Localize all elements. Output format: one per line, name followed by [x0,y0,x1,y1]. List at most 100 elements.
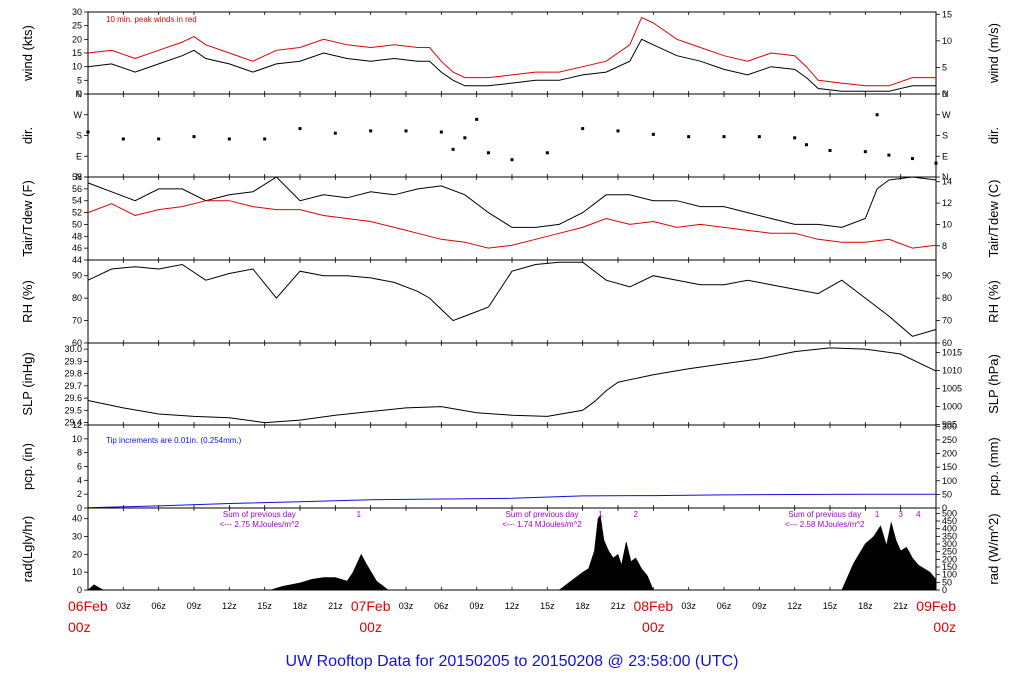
data-point [121,137,125,141]
panel-frame [87,342,937,426]
hour-label: 03z [399,601,414,611]
right-tick-label: 1000 [942,402,962,412]
data-point [910,157,914,161]
right-axis-label: pcp. (mm) [986,437,1001,496]
daily-sum-value: <--- 2.58 MJoules/m^2 [785,520,865,529]
data-point [616,129,620,133]
right-tick-label: 70 [942,316,952,326]
rad-marker: 2 [633,510,638,519]
daily-sum-value: <--- 1.74 MJoules/m^2 [502,520,582,529]
left-axis-label: rad(Lgly/hr) [20,516,35,582]
right-axis-label: Tair/Tdew (C) [986,179,1001,257]
data-point [333,131,337,135]
right-tick-label: 250 [942,435,957,445]
left-tick-label: 0 [77,585,82,595]
date-time-label: 00z [933,619,956,635]
series-line [87,347,937,424]
data-point [263,137,267,141]
daily-sum-label: Sum of previous day [788,510,861,519]
rad-marker: 1 [357,510,362,519]
right-tick-label: 50 [942,577,952,587]
right-tick-label: 10 [942,36,952,46]
hour-label: 12z [505,601,520,611]
right-axis-label: rad (W/m^2) [986,513,1001,584]
right-tick-label: 300 [942,421,957,431]
left-tick-label: 44 [72,255,82,265]
right-tick-label: 150 [942,562,957,572]
rad-marker: 3 [898,510,903,519]
left-tick-label: 60 [72,338,82,348]
left-tick-label: 0 [77,503,82,513]
right-tick-label: 80 [942,293,952,303]
right-tick-label: 350 [942,531,957,541]
panel-frame [87,259,937,344]
hour-label: 03z [681,601,696,611]
left-tick-label: N [76,89,83,99]
left-tick-label: 10 [72,434,82,444]
left-tick-label: 10 [72,62,82,72]
left-tick-label: 10 [72,567,82,577]
rad-marker: 4 [916,510,921,519]
data-point [439,130,443,134]
right-tick-label: 10 [942,219,952,229]
data-point [369,129,373,133]
date-label: 08Feb [633,598,673,614]
right-tick-label: 8 [942,241,947,251]
hour-label: 12z [787,601,802,611]
right-tick-label: 250 [942,547,957,557]
data-point [475,117,479,121]
left-tick-label: 40 [72,514,82,524]
left-tick-label: 5 [77,75,82,85]
left-tick-label: 29.4 [64,418,82,428]
series-line [87,261,937,337]
hour-label: 15z [540,601,555,611]
left-tick-label: 29.7 [64,381,82,391]
left-tick-label: 4 [77,475,82,485]
panel-radiation: 010203040050100150200250300350400450500r… [20,507,1001,595]
data-point [298,127,302,131]
right-tick-label: 12 [942,198,952,208]
right-tick-label: N [942,89,949,99]
right-tick-label: 100 [942,570,957,580]
right-tick-label: 200 [942,449,957,459]
left-tick-label: 46 [72,243,82,253]
data-point [757,135,761,139]
hour-label: 09z [469,601,484,611]
panel-precipitation: 0 2 4 6 8 10 12 0 50 100 150 200 250 300 pcp. (in) pcp.… [20,420,1001,513]
data-point [887,153,891,157]
left-axis-label: pcp. (in) [20,443,35,490]
series-line [87,38,936,92]
data-point [581,127,585,131]
right-tick-label: 90 [942,271,952,281]
data-point [687,135,691,139]
data-point [545,151,549,155]
right-axis-label: dir. [986,127,1001,144]
left-tick-label: 25 [72,21,82,31]
series-points [86,113,938,165]
right-tick-label: 0 [942,503,947,513]
date-time-label: 00z [68,619,91,635]
left-axis-label: SLP (inHg) [20,352,35,415]
daily-sum-label: Sum of previous day [223,510,296,519]
left-tick-label: 30 [72,532,82,542]
right-axis-label: RH (%) [986,280,1001,323]
data-point [793,136,797,140]
left-tick-label: 29.9 [64,356,82,366]
left-tick-label: W [74,110,83,120]
panel-wind: 0 5 10 15 20 25 30 0 5 10 15 wind (kts) wind (m/s) 10… [20,7,1001,99]
left-axis-label: wind (kts) [20,25,35,82]
right-tick-label: W [942,110,951,120]
data-point [192,135,196,139]
panel-annotation: Tip increments are 0.01in. (0.254mm.) [106,436,242,445]
right-tick-label: 5 [942,62,947,72]
left-tick-label: 50 [72,219,82,229]
hour-label: 06z [434,601,449,611]
data-point [227,137,231,141]
right-tick-label: 300 [942,539,957,549]
page-title: UW Rooftop Data for 20150205 to 20150208… [286,653,739,670]
right-tick-label: 500 [942,508,957,518]
series-line [87,200,937,249]
hour-label: 12z [222,601,237,611]
